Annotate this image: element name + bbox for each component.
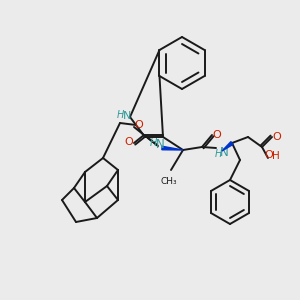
Text: O: O: [265, 150, 273, 160]
Text: H: H: [214, 149, 222, 159]
Text: O: O: [124, 137, 134, 147]
Text: N: N: [156, 139, 164, 152]
Polygon shape: [222, 142, 233, 151]
Text: N: N: [123, 111, 131, 121]
Text: H: H: [272, 151, 280, 161]
Text: H: H: [116, 110, 124, 120]
Text: H: H: [149, 138, 157, 148]
Text: O: O: [273, 132, 281, 142]
Text: CH₃: CH₃: [161, 177, 177, 186]
Polygon shape: [162, 146, 183, 150]
Text: N: N: [220, 146, 228, 158]
Text: O: O: [135, 120, 143, 130]
Text: O: O: [213, 130, 221, 140]
